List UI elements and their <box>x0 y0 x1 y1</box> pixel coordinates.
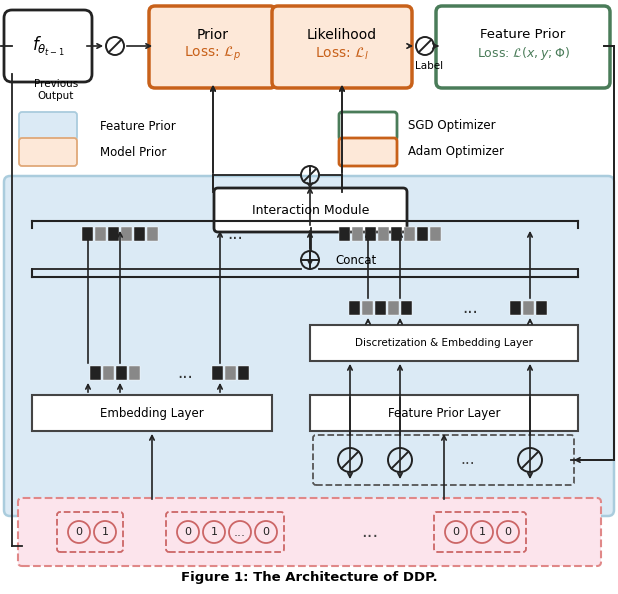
Text: Loss: $\mathcal{L}_l$: Loss: $\mathcal{L}_l$ <box>315 46 369 62</box>
Text: Label: Label <box>415 61 443 71</box>
Bar <box>103 366 114 380</box>
Text: Feature Prior: Feature Prior <box>480 29 565 42</box>
Text: 0: 0 <box>185 527 192 537</box>
Bar <box>134 227 145 241</box>
Text: 1: 1 <box>101 527 109 537</box>
Text: Loss: $\mathcal{L}_p$: Loss: $\mathcal{L}_p$ <box>184 45 241 63</box>
Text: 1: 1 <box>478 527 486 537</box>
Bar <box>108 227 119 241</box>
Bar <box>129 366 140 380</box>
Bar <box>378 227 389 241</box>
Bar <box>536 301 546 315</box>
Bar <box>349 301 360 315</box>
Bar <box>90 366 101 380</box>
FancyBboxPatch shape <box>214 188 407 232</box>
Text: 0: 0 <box>452 527 460 537</box>
Bar <box>95 227 106 241</box>
FancyBboxPatch shape <box>19 112 77 140</box>
Text: Discretization & Embedding Layer: Discretization & Embedding Layer <box>355 338 533 348</box>
Text: Likelihood: Likelihood <box>307 28 377 42</box>
FancyBboxPatch shape <box>149 6 276 88</box>
Bar <box>391 227 402 241</box>
Bar <box>224 366 235 380</box>
Text: ...: ... <box>462 299 478 317</box>
Text: $f_{\theta_{t-1}}$: $f_{\theta_{t-1}}$ <box>32 34 64 58</box>
Bar <box>121 227 132 241</box>
Text: Previous: Previous <box>34 79 78 89</box>
Text: Feature Prior Layer: Feature Prior Layer <box>387 406 500 419</box>
Bar <box>32 395 272 431</box>
Text: SGD Optimizer: SGD Optimizer <box>408 119 496 132</box>
Text: ...: ... <box>177 364 193 382</box>
Text: ...: ... <box>460 453 475 467</box>
FancyBboxPatch shape <box>4 10 92 82</box>
Text: 0: 0 <box>263 527 269 537</box>
Text: Feature Prior: Feature Prior <box>100 119 176 132</box>
Text: 0: 0 <box>504 527 512 537</box>
Text: Adam Optimizer: Adam Optimizer <box>408 146 504 159</box>
Text: 0: 0 <box>75 527 82 537</box>
Bar <box>352 227 363 241</box>
Text: Model Prior: Model Prior <box>100 146 166 159</box>
FancyBboxPatch shape <box>272 6 412 88</box>
Text: ...: ... <box>362 523 379 541</box>
Text: Prior: Prior <box>197 28 229 42</box>
FancyBboxPatch shape <box>19 138 77 166</box>
Bar <box>430 227 441 241</box>
Bar <box>339 227 350 241</box>
Bar <box>365 227 376 241</box>
Text: 1: 1 <box>211 527 218 537</box>
Text: Output: Output <box>38 91 74 101</box>
Text: Interaction Module: Interaction Module <box>252 204 369 216</box>
Bar <box>387 301 399 315</box>
Text: Figure 1: The Architecture of DDP.: Figure 1: The Architecture of DDP. <box>180 571 438 584</box>
Bar <box>310 325 578 361</box>
Bar <box>82 227 93 241</box>
Bar <box>509 301 520 315</box>
Text: Loss: $\mathcal{L}(x, y; \Phi)$: Loss: $\mathcal{L}(x, y; \Phi)$ <box>476 46 569 62</box>
Bar <box>400 301 412 315</box>
Text: ...: ... <box>234 526 246 539</box>
Bar <box>310 395 578 431</box>
Bar <box>237 366 248 380</box>
FancyBboxPatch shape <box>339 112 397 140</box>
Bar <box>404 227 415 241</box>
FancyBboxPatch shape <box>436 6 610 88</box>
Bar <box>362 301 373 315</box>
Bar <box>116 366 127 380</box>
FancyBboxPatch shape <box>339 138 397 166</box>
Text: Concat: Concat <box>335 254 376 267</box>
Bar <box>417 227 428 241</box>
Bar <box>211 366 222 380</box>
Text: ...: ... <box>227 225 243 243</box>
Text: Embedding Layer: Embedding Layer <box>100 406 204 419</box>
Bar <box>375 301 386 315</box>
FancyBboxPatch shape <box>18 498 601 566</box>
Bar <box>522 301 533 315</box>
Bar <box>147 227 158 241</box>
FancyBboxPatch shape <box>4 176 614 516</box>
